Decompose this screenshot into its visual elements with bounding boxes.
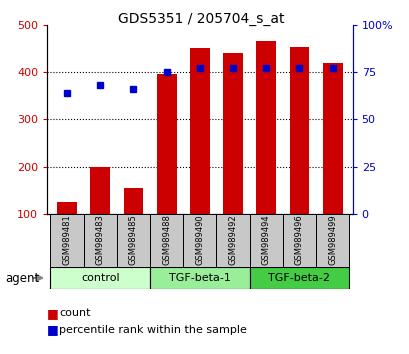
Text: GSM989494: GSM989494 (261, 214, 270, 265)
Bar (183, 214, 216, 267)
Text: percentile rank within the sample: percentile rank within the sample (59, 325, 247, 335)
Text: control: control (81, 273, 119, 283)
Bar (249, 267, 348, 289)
Text: GSM989499: GSM989499 (327, 214, 336, 265)
Text: GSM989485: GSM989485 (129, 214, 138, 265)
Text: GSM989490: GSM989490 (195, 214, 204, 265)
Text: ■: ■ (47, 307, 59, 320)
Bar (117, 214, 150, 267)
Bar (123, 188, 143, 214)
Bar (50, 214, 83, 267)
Bar (222, 53, 243, 214)
Bar (249, 214, 282, 267)
Bar (150, 267, 249, 289)
Text: TGF-beta-1: TGF-beta-1 (169, 273, 230, 283)
Text: count: count (59, 308, 91, 318)
Bar (150, 214, 183, 267)
Bar (156, 74, 176, 214)
Bar (216, 214, 249, 267)
Text: TGF-beta-2: TGF-beta-2 (268, 273, 330, 283)
Bar (90, 167, 110, 214)
Bar (50, 267, 150, 289)
Bar (289, 47, 309, 214)
Text: agent: agent (5, 273, 40, 285)
Bar (322, 63, 342, 214)
Text: GSM989483: GSM989483 (96, 214, 105, 265)
Text: GSM989492: GSM989492 (228, 214, 237, 265)
Bar (189, 48, 209, 214)
Bar (282, 214, 315, 267)
Bar (315, 214, 348, 267)
Text: GSM989496: GSM989496 (294, 214, 303, 265)
Text: GDS5351 / 205704_s_at: GDS5351 / 205704_s_at (117, 12, 283, 27)
Text: ■: ■ (47, 324, 59, 336)
Text: GSM989488: GSM989488 (162, 214, 171, 265)
Bar (256, 41, 276, 214)
Bar (57, 202, 77, 214)
Text: GSM989481: GSM989481 (63, 214, 72, 265)
Bar (83, 214, 117, 267)
